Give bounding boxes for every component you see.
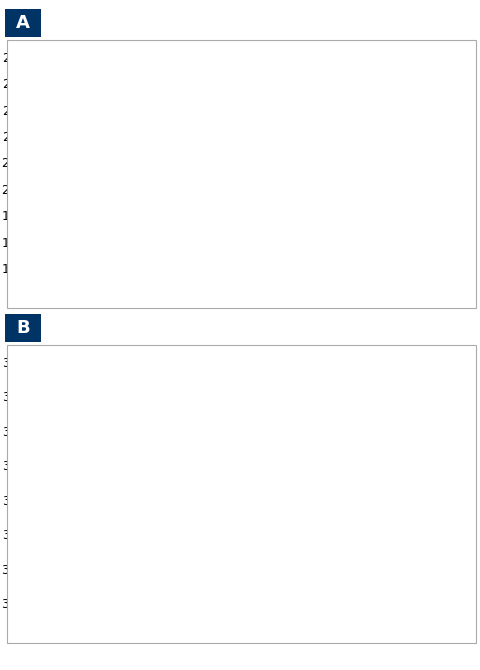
Text: A: A (16, 14, 30, 31)
Bar (221, 142, 283, 670)
Bar (58, 92, 120, 670)
Bar (384, 534, 446, 670)
Text: 19.94: 19.94 (393, 223, 437, 237)
X-axis label: Different Urine Volumes: Different Urine Volumes (158, 295, 346, 310)
Bar (221, 465, 283, 670)
Text: 21.83: 21.83 (67, 173, 111, 187)
Bar (58, 405, 120, 670)
Text: B: B (16, 319, 30, 336)
Text: 32.88: 32.88 (67, 496, 111, 511)
X-axis label: Different Urine Volumes: Different Urine Volumes (158, 630, 346, 645)
Text: 31.00: 31.00 (393, 561, 437, 576)
Text: 20.89: 20.89 (230, 198, 274, 212)
Bar (384, 192, 446, 670)
Text: 32.00: 32.00 (230, 527, 274, 541)
